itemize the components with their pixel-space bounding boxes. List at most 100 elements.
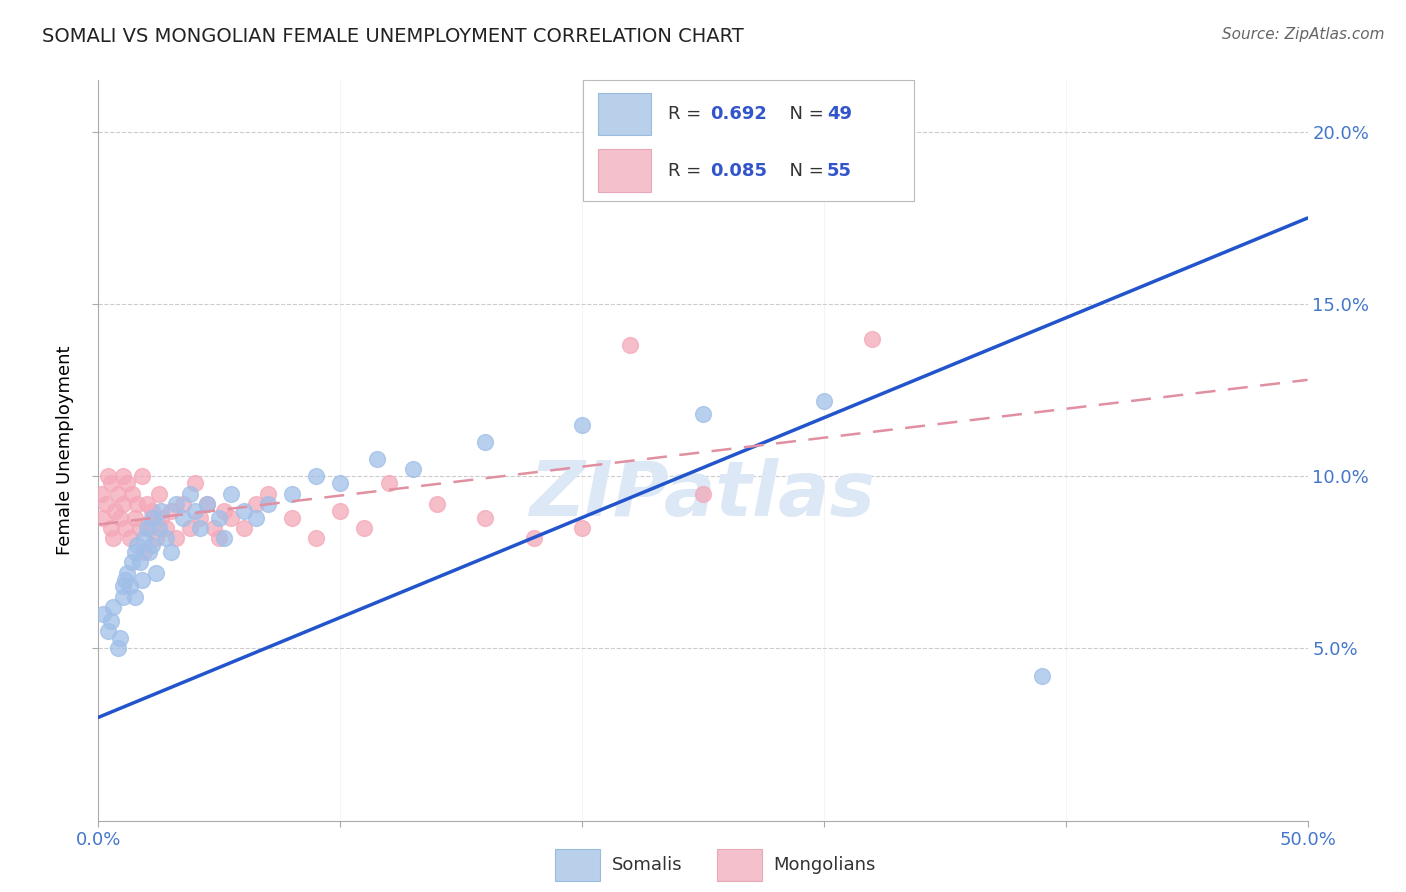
Point xyxy=(91,510,114,524)
Point xyxy=(111,579,134,593)
Y-axis label: Female Unemployment: Female Unemployment xyxy=(56,346,75,555)
Point xyxy=(188,521,211,535)
Point xyxy=(150,504,173,518)
Point xyxy=(100,476,122,491)
Point xyxy=(160,504,183,518)
Point xyxy=(860,332,883,346)
Text: Mongolians: Mongolians xyxy=(773,856,876,874)
Point xyxy=(208,531,231,545)
Point xyxy=(155,521,177,535)
Point xyxy=(131,469,153,483)
Point xyxy=(305,531,328,545)
Point xyxy=(245,510,267,524)
Point xyxy=(232,504,254,518)
Text: R =: R = xyxy=(668,161,707,179)
Point xyxy=(141,504,163,518)
Point xyxy=(281,510,304,524)
Point xyxy=(179,486,201,500)
Point xyxy=(172,497,194,511)
Point xyxy=(97,469,120,483)
Point xyxy=(329,504,352,518)
Point xyxy=(135,521,157,535)
Point xyxy=(127,497,149,511)
Point xyxy=(121,555,143,569)
Text: Somalis: Somalis xyxy=(612,856,682,874)
Text: 49: 49 xyxy=(827,105,852,123)
Point xyxy=(94,497,117,511)
Point xyxy=(155,531,177,545)
Point xyxy=(143,510,166,524)
Point xyxy=(160,545,183,559)
Point xyxy=(221,486,243,500)
Point xyxy=(232,521,254,535)
Point xyxy=(571,521,593,535)
Point xyxy=(212,531,235,545)
Point xyxy=(128,555,150,569)
Text: ZIPatlas: ZIPatlas xyxy=(530,458,876,532)
Point xyxy=(91,607,114,621)
Point xyxy=(813,393,835,408)
Point xyxy=(124,545,146,559)
Text: Source: ZipAtlas.com: Source: ZipAtlas.com xyxy=(1222,27,1385,42)
Point xyxy=(127,538,149,552)
Point xyxy=(108,631,131,645)
Point xyxy=(101,531,124,545)
Point xyxy=(107,641,129,656)
Text: 0.692: 0.692 xyxy=(710,105,766,123)
Point xyxy=(117,476,139,491)
Point xyxy=(1031,669,1053,683)
Point xyxy=(256,497,278,511)
Point xyxy=(114,521,136,535)
Point xyxy=(114,573,136,587)
Text: SOMALI VS MONGOLIAN FEMALE UNEMPLOYMENT CORRELATION CHART: SOMALI VS MONGOLIAN FEMALE UNEMPLOYMENT … xyxy=(42,27,744,45)
Point xyxy=(329,476,352,491)
Point xyxy=(148,521,170,535)
Point xyxy=(245,497,267,511)
Point xyxy=(145,566,167,580)
Point xyxy=(150,510,173,524)
Point xyxy=(366,452,388,467)
Point xyxy=(134,545,156,559)
Point xyxy=(100,614,122,628)
Point xyxy=(195,497,218,511)
Point xyxy=(619,338,641,352)
Point xyxy=(426,497,449,511)
Point xyxy=(221,510,243,524)
Point xyxy=(118,579,141,593)
Point xyxy=(184,476,207,491)
Point xyxy=(305,469,328,483)
Point xyxy=(179,521,201,535)
Point xyxy=(111,590,134,604)
Point xyxy=(141,538,163,552)
Point xyxy=(111,497,134,511)
Text: R =: R = xyxy=(668,105,707,123)
Point xyxy=(195,497,218,511)
Point xyxy=(97,624,120,639)
Point xyxy=(108,510,131,524)
Point xyxy=(104,504,127,518)
Point xyxy=(281,486,304,500)
Point xyxy=(100,521,122,535)
Point xyxy=(111,469,134,483)
Text: N =: N = xyxy=(778,161,830,179)
Text: 55: 55 xyxy=(827,161,852,179)
Point xyxy=(118,531,141,545)
Point xyxy=(204,521,226,535)
Point xyxy=(571,417,593,432)
Point xyxy=(134,531,156,545)
Text: N =: N = xyxy=(778,105,830,123)
Point xyxy=(138,545,160,559)
Point xyxy=(184,504,207,518)
Point xyxy=(402,462,425,476)
Point xyxy=(145,531,167,545)
Text: 0.085: 0.085 xyxy=(710,161,768,179)
Point xyxy=(188,510,211,524)
Point xyxy=(121,486,143,500)
Point xyxy=(692,407,714,421)
Point xyxy=(128,521,150,535)
Point xyxy=(124,510,146,524)
Point xyxy=(165,531,187,545)
Point xyxy=(212,504,235,518)
Point xyxy=(474,434,496,449)
Point xyxy=(377,476,399,491)
